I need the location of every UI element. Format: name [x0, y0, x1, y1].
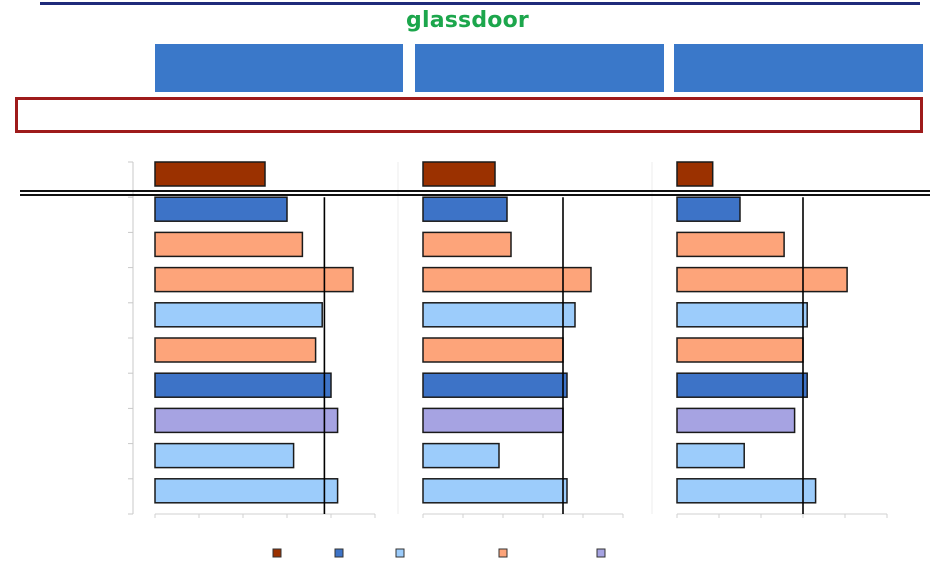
bar — [676, 266, 848, 293]
bar — [676, 231, 785, 258]
top-rule — [40, 2, 920, 5]
bar — [422, 266, 592, 293]
bar — [422, 478, 568, 504]
legend-swatch — [596, 548, 606, 558]
bar — [676, 196, 741, 222]
legend-swatch — [498, 548, 508, 558]
highlight-banner — [15, 97, 923, 133]
bar — [422, 442, 500, 469]
bar — [154, 266, 354, 293]
bar — [676, 161, 714, 187]
column-header-3 — [674, 44, 923, 92]
bar — [422, 196, 508, 222]
bar — [676, 302, 808, 328]
bar — [422, 372, 568, 398]
bar — [676, 407, 796, 434]
bar — [154, 407, 339, 434]
bar — [676, 337, 804, 363]
bar — [422, 302, 576, 328]
bar — [154, 337, 317, 363]
bar — [154, 372, 332, 398]
legend-swatch — [272, 548, 282, 558]
bar — [676, 442, 745, 469]
separator-rule-upper — [20, 190, 930, 192]
glassdoor-logo: glassdoor — [406, 8, 529, 33]
bar — [422, 407, 564, 434]
bar — [676, 478, 817, 504]
legend-swatch — [395, 548, 405, 558]
bar — [154, 196, 288, 222]
bar — [154, 161, 266, 187]
bar — [154, 231, 304, 258]
separator-rule-lower — [20, 194, 930, 196]
legend-swatch — [334, 548, 344, 558]
bar — [422, 161, 496, 187]
bar — [422, 337, 564, 363]
bar — [154, 442, 295, 469]
bar — [422, 231, 512, 258]
bar — [154, 478, 339, 504]
bar — [154, 302, 323, 328]
column-header-2 — [415, 44, 664, 92]
column-header-1 — [155, 44, 403, 92]
bar — [676, 372, 808, 398]
